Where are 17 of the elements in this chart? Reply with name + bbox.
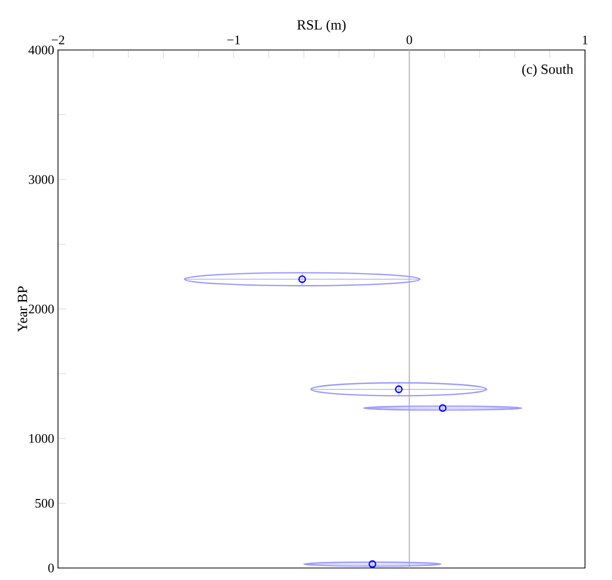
annotation: (c) South <box>522 64 574 77</box>
y-axis-title: Year BP <box>18 286 28 332</box>
y-tick-label: 4000 <box>28 46 54 54</box>
y-tick-label: 1000 <box>29 434 54 443</box>
y-tick-label: 500 <box>36 498 54 508</box>
point <box>394 385 403 394</box>
x-axis-title: RSL (m) <box>297 20 346 32</box>
x-tick-label: 1 <box>582 36 588 44</box>
x-tick-label: −1 <box>227 36 240 44</box>
x-tick-label: 0 <box>406 35 412 44</box>
point <box>368 560 376 568</box>
x-tick-label: −2 <box>52 36 64 44</box>
y-tick-label: 2000 <box>28 304 54 314</box>
y-tick-label: 3000 <box>28 175 54 184</box>
point <box>438 404 447 412</box>
y-tick-label: 0 <box>48 564 54 572</box>
point <box>298 275 306 284</box>
